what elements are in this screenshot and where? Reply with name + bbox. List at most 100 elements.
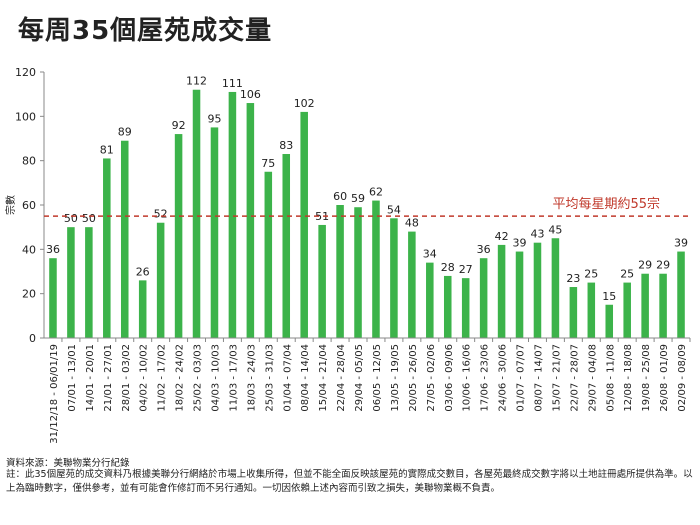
x-tick-label: 13/05 - 19/05 bbox=[390, 344, 401, 412]
data-label: 106 bbox=[240, 88, 261, 101]
average-label: 平均每星期約55宗 bbox=[552, 196, 660, 212]
x-tick-label: 18/03 - 24/03 bbox=[246, 344, 257, 412]
disclaimer-note: 註：此35個屋苑的成交資料乃根據美聯分行網絡於市場上收集所得，但並不能全面反映該… bbox=[6, 469, 693, 494]
data-label: 39 bbox=[674, 237, 688, 250]
bar bbox=[138, 280, 147, 338]
data-label: 51 bbox=[315, 210, 329, 223]
bar bbox=[443, 275, 452, 338]
x-tick-label: 11/02 - 17/02 bbox=[157, 344, 168, 412]
bar-series bbox=[49, 89, 685, 339]
x-tick-label: 28/01 - 03/02 bbox=[121, 344, 132, 412]
bar bbox=[156, 222, 165, 338]
bar bbox=[659, 273, 667, 338]
data-label: 45 bbox=[548, 223, 562, 236]
x-tick-label: 26/08 - 01/09 bbox=[659, 344, 670, 412]
x-tick-label: 10/06 - 16/06 bbox=[462, 344, 473, 412]
y-tick-label: 80 bbox=[22, 155, 36, 168]
x-tick-label: 22/07 - 28/07 bbox=[569, 344, 580, 412]
y-axis-label: 宗數 bbox=[4, 195, 17, 215]
data-label: 75 bbox=[261, 157, 275, 170]
chart-title: 每周35個屋苑成交量 bbox=[18, 16, 273, 46]
x-tick-label: 04/03 - 10/03 bbox=[210, 344, 221, 412]
x-tick-label: 19/08 - 25/08 bbox=[641, 344, 652, 412]
x-tick-label: 17/06 - 23/06 bbox=[480, 344, 491, 412]
bar bbox=[390, 218, 398, 338]
x-tick-label: 07/01 - 13/01 bbox=[67, 344, 78, 412]
x-tick-label: 25/03 - 31/03 bbox=[264, 344, 275, 412]
y-tick-label: 120 bbox=[15, 66, 36, 79]
data-label: 95 bbox=[207, 112, 221, 125]
data-label: 36 bbox=[477, 243, 491, 256]
bar bbox=[497, 244, 506, 338]
bar bbox=[120, 140, 129, 338]
data-label: 34 bbox=[423, 248, 437, 261]
bar bbox=[677, 251, 685, 338]
x-tick-label: 02/09 - 08/09 bbox=[677, 344, 688, 412]
bar bbox=[228, 91, 237, 338]
bar bbox=[479, 258, 488, 338]
data-label: 23 bbox=[566, 272, 580, 285]
data-label: 92 bbox=[172, 119, 186, 132]
data-label: 29 bbox=[656, 259, 670, 272]
bar bbox=[372, 200, 380, 338]
data-label: 25 bbox=[584, 268, 598, 281]
x-tick-label: 21/01 - 27/01 bbox=[103, 344, 114, 412]
x-tick-label: 18/02 - 24/02 bbox=[175, 344, 186, 412]
data-label: 39 bbox=[513, 237, 527, 250]
y-axis: 0 20 40 60 80 100 120 bbox=[15, 66, 45, 345]
bar bbox=[67, 227, 75, 338]
data-label: 43 bbox=[530, 228, 544, 241]
bar bbox=[623, 282, 631, 338]
data-label: 25 bbox=[620, 268, 634, 281]
x-tick-label: 20/05 - 26/05 bbox=[408, 344, 419, 412]
data-label: 62 bbox=[369, 186, 383, 199]
data-label: 36 bbox=[46, 243, 60, 256]
data-label: 59 bbox=[351, 192, 365, 205]
y-tick-label: 100 bbox=[15, 110, 36, 123]
bar bbox=[85, 227, 93, 338]
bar bbox=[551, 238, 560, 338]
data-label: 50 bbox=[64, 212, 78, 225]
bar bbox=[49, 258, 57, 338]
x-tick-label: 03/06 - 09/06 bbox=[444, 344, 455, 412]
data-label: 89 bbox=[118, 126, 132, 139]
bar bbox=[605, 304, 614, 338]
bar bbox=[174, 134, 183, 338]
x-tick-label: 11/03 - 17/03 bbox=[228, 344, 239, 412]
bar bbox=[264, 171, 273, 338]
x-tick-label: 24/06 - 30/06 bbox=[498, 344, 509, 412]
source-note: 資料來源：美聯物業分行紀錄 bbox=[6, 458, 130, 469]
data-label: 15 bbox=[602, 290, 616, 303]
bar bbox=[192, 89, 201, 338]
data-label: 54 bbox=[387, 203, 401, 216]
x-tick-label: 08/04 - 14/04 bbox=[300, 344, 311, 412]
data-label: 81 bbox=[100, 143, 114, 156]
x-tick-label: 31/12/18 - 06/01/19 bbox=[49, 344, 60, 444]
data-label: 52 bbox=[154, 208, 168, 221]
bar bbox=[533, 242, 542, 338]
data-label: 111 bbox=[222, 77, 243, 90]
data-label: 48 bbox=[405, 217, 419, 230]
x-tick-label: 06/05 - 12/05 bbox=[372, 344, 383, 412]
x-tick-label: 01/07 - 07/07 bbox=[516, 344, 527, 412]
x-tick-label: 25/02 - 03/03 bbox=[193, 344, 204, 412]
bar bbox=[587, 282, 596, 338]
x-tick-label: 08/07 - 14/07 bbox=[533, 344, 544, 412]
x-tick-label: 12/08 - 18/08 bbox=[623, 344, 634, 412]
bar bbox=[300, 111, 308, 339]
y-tick-label: 40 bbox=[22, 243, 36, 256]
y-tick-label: 20 bbox=[22, 288, 36, 301]
x-tick-label: 29/07 - 04/08 bbox=[587, 344, 598, 412]
x-tick-label: 05/08 - 11/08 bbox=[605, 344, 616, 412]
bar bbox=[569, 287, 578, 338]
data-label: 112 bbox=[186, 75, 207, 88]
data-label: 27 bbox=[459, 263, 473, 276]
bar bbox=[318, 224, 326, 338]
bar bbox=[282, 154, 291, 338]
bar bbox=[461, 278, 470, 338]
x-tick-label: 27/05 - 02/06 bbox=[426, 344, 437, 412]
x-axis: 31/12/18 - 06/01/19 07/01 - 13/01 14/01 - … bbox=[44, 337, 691, 444]
x-tick-label: 01/04 - 07/04 bbox=[282, 344, 293, 412]
x-tick-label: 15/07 - 21/07 bbox=[551, 344, 562, 412]
